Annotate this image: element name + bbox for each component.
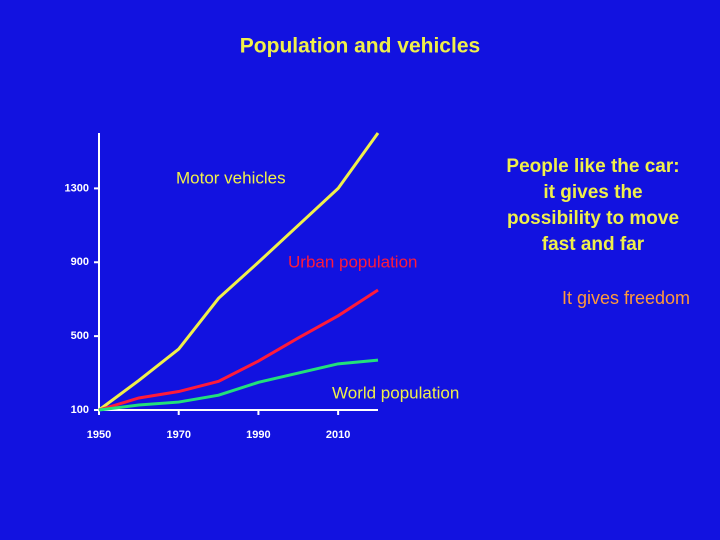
- series-label: Motor vehicles: [176, 168, 286, 187]
- message-line: it gives the: [543, 182, 642, 203]
- series-line: [98, 288, 379, 412]
- message-line: People like the car:: [506, 156, 679, 177]
- x-tick-label: 1950: [87, 429, 111, 441]
- y-tick-label: 500: [71, 330, 89, 342]
- message-line: possibility to move: [507, 208, 679, 229]
- series-label: Urban population: [288, 252, 417, 271]
- y-tick-label: 900: [71, 256, 89, 268]
- series-label: World population: [332, 383, 459, 402]
- x-tick-label: 2010: [326, 429, 350, 441]
- conclusion: It gives freedom: [562, 288, 690, 308]
- message-line: fast and far: [542, 234, 645, 255]
- series-line: [98, 132, 380, 412]
- y-tick-label: 100: [71, 404, 89, 416]
- x-tick-label: 1970: [166, 429, 190, 441]
- series-line: [98, 358, 379, 412]
- y-tick-label: 1300: [65, 182, 89, 194]
- chart-title: Population and vehicles: [240, 35, 480, 58]
- x-tick-label: 1990: [246, 429, 270, 441]
